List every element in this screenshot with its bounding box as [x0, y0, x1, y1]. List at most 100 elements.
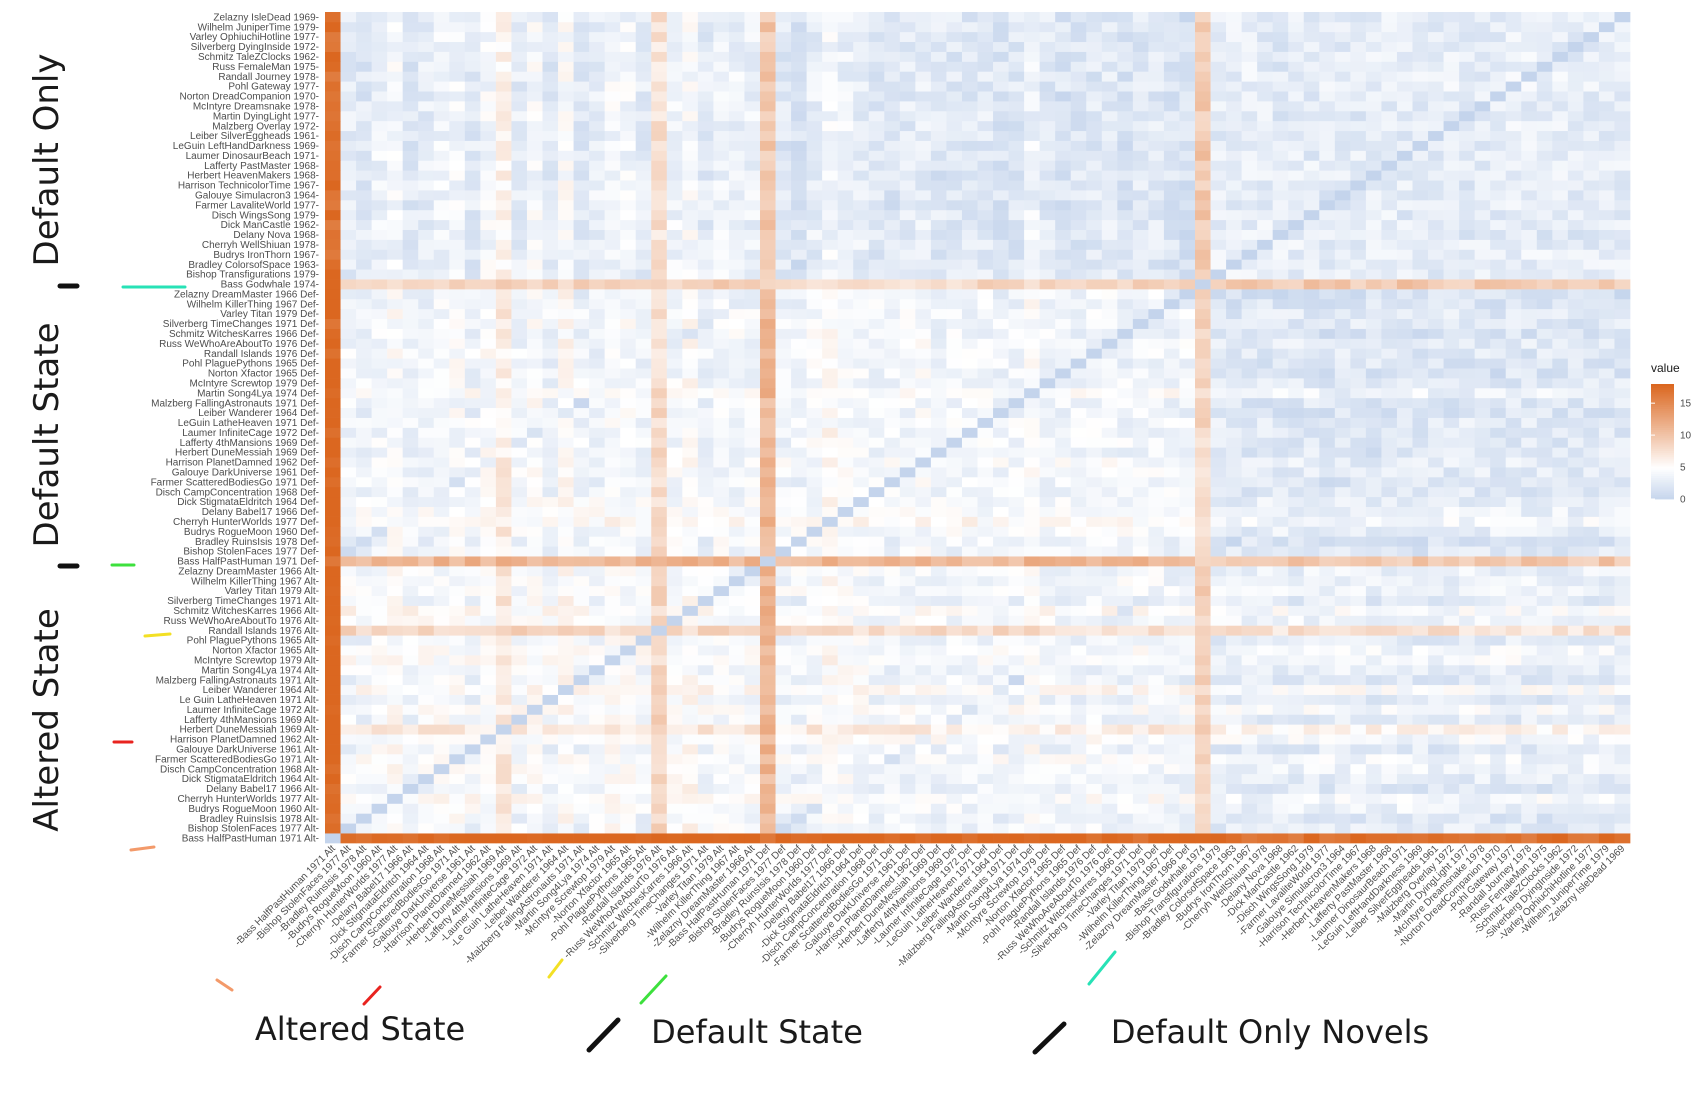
- heatmap-cell: [1350, 595, 1367, 606]
- heatmap-cell: [946, 704, 963, 715]
- heatmap-cell: [1536, 259, 1553, 270]
- heatmap-cell: [542, 407, 559, 418]
- heatmap-cell: [791, 298, 807, 310]
- heatmap-cell: [760, 803, 776, 814]
- heatmap-cell: [791, 387, 807, 399]
- heatmap-cell: [1226, 496, 1242, 507]
- heatmap-cell: [387, 664, 404, 676]
- heatmap-cell: [1381, 744, 1398, 755]
- heatmap-cell: [651, 467, 668, 478]
- heatmap-cell: [495, 763, 512, 775]
- heatmap-cell: [666, 704, 683, 715]
- heatmap-cell: [1226, 467, 1242, 478]
- heatmap-cell: [604, 279, 621, 290]
- heatmap-cell: [666, 427, 683, 438]
- heatmap-cell: [837, 526, 854, 537]
- heatmap-cell: [1598, 308, 1615, 320]
- heatmap-cell: [1272, 358, 1289, 369]
- heatmap-cell: [356, 467, 372, 478]
- heatmap-cell: [1428, 427, 1444, 438]
- heatmap-cell: [977, 704, 994, 715]
- heatmap-cell: [542, 734, 559, 745]
- heatmap-cell: [1195, 358, 1211, 369]
- heatmap-cell: [651, 605, 668, 616]
- heatmap-cell: [356, 773, 372, 784]
- heatmap-cell: [558, 328, 574, 339]
- heatmap-cell: [651, 783, 668, 794]
- heatmap-cell: [1210, 783, 1227, 794]
- heatmap-cell: [1443, 556, 1460, 567]
- heatmap-cell: [635, 813, 652, 824]
- heatmap-cell: [775, 378, 792, 389]
- heatmap-cell: [356, 417, 372, 428]
- heatmap-cell: [1070, 655, 1087, 666]
- heatmap-cell: [1474, 427, 1491, 438]
- heatmap-cell: [635, 833, 652, 844]
- heatmap-cell: [635, 763, 652, 775]
- heatmap-cell: [402, 833, 419, 844]
- heatmap-cell: [325, 447, 341, 458]
- heatmap-cell: [884, 615, 901, 626]
- heatmap-cell: [1350, 704, 1367, 715]
- heatmap-cell: [1163, 704, 1180, 715]
- heatmap-cell: [480, 664, 497, 676]
- heatmap-cell: [1272, 753, 1289, 765]
- heatmap-cell: [558, 556, 574, 567]
- heatmap-cell: [573, 378, 590, 389]
- heatmap-cell: [620, 368, 637, 379]
- heatmap-cell: [1365, 397, 1382, 409]
- heatmap-cell: [915, 437, 932, 448]
- heatmap-cell: [1303, 744, 1320, 755]
- heatmap-cell: [558, 397, 574, 409]
- heatmap-cell: [1505, 368, 1522, 379]
- heatmap-cell: [325, 467, 341, 478]
- heatmap-cell: [1257, 724, 1274, 735]
- heatmap-cell: [1381, 595, 1398, 606]
- heatmap-cell: [1226, 556, 1242, 567]
- heatmap-cell: [1163, 447, 1180, 458]
- heatmap-cell: [1101, 674, 1118, 686]
- heatmap-cell: [868, 348, 885, 359]
- heatmap-cell: [868, 506, 885, 517]
- heatmap-cell: [993, 704, 1009, 715]
- heatmap-cell: [325, 833, 341, 844]
- heatmap-cell: [604, 457, 621, 468]
- heatmap-cell: [1272, 348, 1289, 359]
- heatmap-cell: [1614, 783, 1631, 794]
- heatmap-cell: [1024, 773, 1040, 784]
- heatmap-cell: [480, 506, 497, 517]
- heatmap-cell: [1024, 308, 1040, 320]
- heatmap-cell: [340, 467, 357, 478]
- heatmap-cell: [402, 734, 419, 745]
- heatmap-cell: [806, 378, 823, 389]
- heatmap-cell: [495, 585, 512, 597]
- heatmap-cell: [1459, 823, 1475, 834]
- heatmap-cell: [1412, 645, 1429, 656]
- heatmap-cell: [433, 625, 450, 636]
- heatmap-cell: [1614, 734, 1631, 745]
- heatmap-cell: [495, 684, 512, 695]
- heatmap-cell: [495, 269, 512, 280]
- heatmap-cell: [1117, 734, 1134, 745]
- heatmap-cell: [1055, 358, 1072, 369]
- heatmap-cell: [402, 546, 419, 557]
- heatmap-cell: [1381, 724, 1398, 735]
- heatmap-cell: [899, 694, 916, 705]
- heatmap-cell: [1521, 457, 1538, 468]
- heatmap-cell: [868, 615, 885, 626]
- heatmap-cell: [837, 645, 854, 656]
- heatmap-cell: [387, 813, 404, 824]
- heatmap-cell: [775, 823, 792, 834]
- heatmap-cell: [558, 476, 574, 488]
- heatmap-cell: [418, 467, 435, 478]
- heatmap-cell: [558, 833, 574, 844]
- heatmap-cell: [1303, 704, 1320, 715]
- heatmap-cell: [961, 753, 978, 765]
- heatmap-cell: [1505, 476, 1522, 488]
- heatmap-cell: [791, 744, 807, 755]
- heatmap-cell: [1521, 803, 1538, 814]
- heatmap-cell: [1086, 397, 1103, 409]
- heatmap-cell: [1179, 605, 1196, 616]
- heatmap-cell: [526, 546, 543, 557]
- heatmap-cell: [433, 783, 450, 794]
